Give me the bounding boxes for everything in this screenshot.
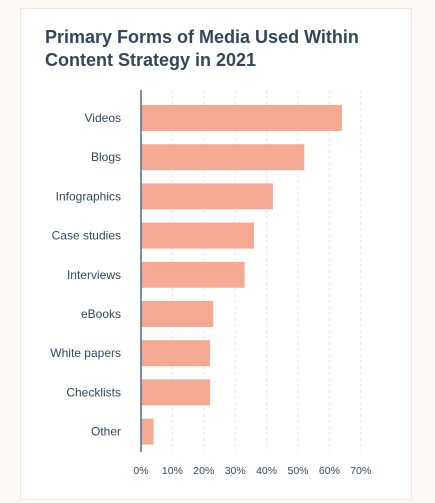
category-label: Infographics bbox=[56, 189, 121, 203]
category-label: Checklists bbox=[66, 385, 121, 399]
bar bbox=[141, 183, 273, 210]
bar bbox=[141, 418, 154, 445]
bars bbox=[141, 105, 342, 445]
bar bbox=[141, 340, 211, 367]
bar bbox=[141, 379, 211, 406]
bar bbox=[141, 105, 342, 131]
category-labels: Videos Blogs Infographics Case studies Inter… bbox=[50, 111, 121, 439]
category-label: Case studies bbox=[52, 229, 121, 243]
bar bbox=[141, 301, 214, 327]
x-tick-label: 10% bbox=[162, 465, 183, 477]
bar bbox=[141, 144, 305, 171]
chart-card: Primary Forms of Media Used Within Conte… bbox=[20, 8, 412, 500]
x-tick-label: 20% bbox=[193, 465, 214, 477]
category-label: Videos bbox=[85, 111, 121, 125]
x-tick-label: 0% bbox=[133, 465, 148, 477]
category-label: Interviews bbox=[67, 268, 121, 282]
x-tick-label: 50% bbox=[287, 465, 308, 477]
bar bbox=[141, 261, 245, 288]
x-tick-label: 40% bbox=[256, 465, 277, 477]
category-label: Other bbox=[91, 425, 121, 439]
category-label: eBooks bbox=[81, 307, 121, 321]
x-tick-label: 60% bbox=[319, 465, 340, 477]
bar bbox=[141, 222, 255, 249]
x-tick-label: 30% bbox=[225, 465, 246, 477]
category-label: Blogs bbox=[91, 150, 121, 164]
chart-title: Primary Forms of Media Used Within Conte… bbox=[45, 27, 359, 70]
category-label: White papers bbox=[50, 346, 121, 360]
x-tick-labels: 0% 10% 20% 30% 40% 50% 60% 70% bbox=[133, 465, 371, 477]
x-tick-label: 70% bbox=[350, 465, 371, 477]
